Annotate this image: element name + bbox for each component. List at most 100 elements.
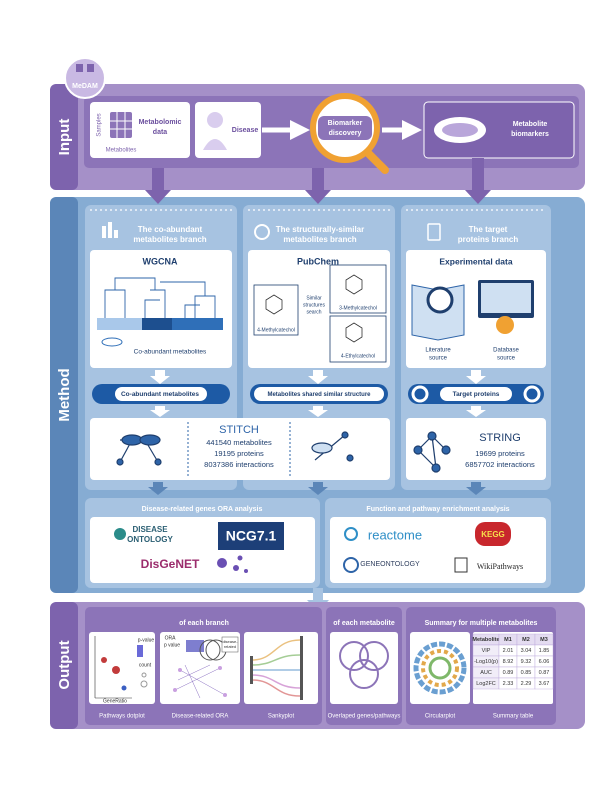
summary-table: Metabolite M1 M2 M3 VIP 2.01 3.04 1.85 -Log10(p)… [472, 633, 554, 690]
decoration [308, 370, 328, 384]
logo-text: MeDAM [72, 83, 98, 90]
table-text: M3 [540, 637, 548, 643]
decoration [413, 431, 451, 473]
decoration [115, 387, 207, 401]
logo-panel [330, 517, 546, 583]
decoration [496, 316, 514, 334]
decoration [339, 641, 369, 671]
tool-name: PubChem [297, 256, 339, 266]
decoration [199, 639, 221, 661]
result-label: Metabolites shared similar structure [267, 392, 371, 398]
decoration [441, 445, 451, 455]
decoration [251, 639, 301, 661]
axis-label: p-value [138, 637, 155, 643]
logo [64, 57, 106, 99]
table-text: 2.29 [521, 681, 532, 687]
decoration [440, 387, 512, 401]
table-text: VIP [482, 648, 491, 654]
analysis-title: Function and pathway enrichment analysis [366, 506, 509, 513]
card-label: Metabolite [513, 121, 548, 128]
source-label: source [497, 356, 516, 362]
decoration [112, 666, 120, 674]
decoration [431, 463, 441, 473]
decoration [186, 640, 204, 652]
decoration [114, 528, 126, 540]
decoration [121, 434, 143, 446]
decoration [174, 664, 226, 699]
result-label: Co-abundant metabolites [121, 391, 199, 398]
source-label: source [429, 356, 448, 362]
table-text: 6.06 [539, 659, 550, 665]
decoration [329, 315, 387, 363]
decoration [217, 558, 227, 568]
legend-label: disease- [222, 639, 238, 644]
table-text: AUC [480, 670, 492, 676]
decoration [116, 431, 354, 466]
branch-title: proteins branch [458, 235, 519, 244]
table-text: 9.32 [521, 659, 532, 665]
source-label: Literature [425, 348, 451, 354]
decoration [311, 442, 333, 454]
decoration [173, 666, 227, 697]
table-text: 0.87 [539, 670, 550, 676]
caption: Circularplot [425, 714, 456, 720]
table-text: 2.01 [503, 648, 514, 654]
db-stat: 6857702 interactions [465, 460, 535, 469]
decoration [76, 64, 83, 72]
decoration [251, 679, 301, 697]
table-text: M1 [504, 637, 512, 643]
decoration [121, 685, 127, 691]
legend-label: related [224, 644, 236, 649]
decoration [250, 656, 253, 684]
decoration [341, 431, 349, 439]
tool-name: WGCNA [143, 256, 178, 266]
decoration [145, 168, 171, 204]
decoration [223, 693, 227, 697]
decoration [413, 445, 423, 455]
section-label: Output [56, 640, 73, 689]
decoration [177, 664, 211, 681]
decoration [148, 482, 168, 495]
decoration [217, 555, 248, 573]
decoration [346, 454, 354, 462]
db-logo: ONTOLOGY [127, 535, 173, 544]
decoration [308, 482, 328, 495]
decoration [465, 158, 491, 204]
decoration [466, 406, 486, 417]
molecule: 4-Methylcatechol [257, 327, 295, 333]
result-label: Target proteins [453, 391, 500, 398]
decoration [174, 667, 221, 691]
table-text: Log2FC [476, 681, 496, 687]
section-label: Input [56, 119, 73, 156]
axis-label: Samples [97, 113, 103, 136]
axis-label: count [139, 662, 152, 668]
db-logo: WikiPathways [477, 562, 523, 571]
decoration [233, 565, 239, 571]
group-title: of each metabolite [333, 620, 395, 627]
db-logo: NCG7.1 [226, 528, 277, 544]
caption: Sankyplot [268, 714, 295, 720]
decoration [237, 555, 243, 561]
decoration [110, 112, 132, 138]
decoration [426, 286, 454, 314]
decoration [87, 64, 94, 72]
decoration [251, 639, 301, 697]
db-stat: 441540 metabolites [206, 438, 272, 447]
output-strip [50, 602, 78, 729]
db-logo: DISEASE [132, 525, 168, 534]
decoration [427, 431, 437, 441]
search-label: structures [303, 302, 325, 308]
branch-title: metabolites branch [133, 235, 206, 244]
decoration [265, 294, 283, 315]
table-text: M2 [522, 637, 530, 643]
table-text: -Log10(p) [474, 659, 498, 665]
decoration [421, 649, 459, 687]
table-text: Metabolite [472, 637, 499, 643]
db-stat: 19195 proteins [214, 449, 264, 458]
decoration [475, 522, 511, 546]
db-stat: 8037386 interactions [204, 460, 274, 469]
analysis-title: Disease-related genes ORA analysis [142, 506, 263, 513]
db-name: STRING [479, 432, 521, 444]
decoration [442, 123, 478, 137]
decoration [308, 406, 328, 417]
